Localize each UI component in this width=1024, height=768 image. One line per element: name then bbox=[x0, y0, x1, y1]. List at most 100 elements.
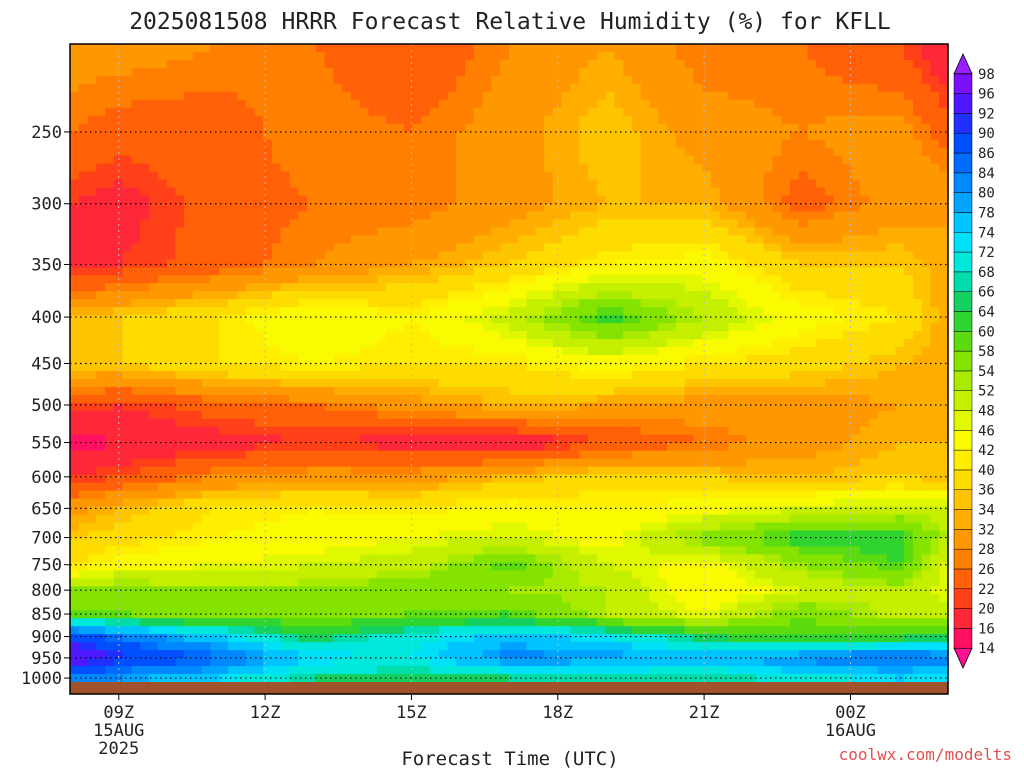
rh-cell bbox=[315, 283, 326, 292]
rh-cell bbox=[930, 123, 940, 133]
rh-cell bbox=[702, 251, 712, 260]
rh-cell bbox=[570, 107, 580, 117]
rh-cell bbox=[675, 131, 686, 141]
rh-cell bbox=[78, 99, 89, 109]
rh-cell bbox=[754, 402, 765, 412]
rh-cell bbox=[807, 370, 817, 380]
rh-cell bbox=[939, 386, 949, 396]
rh-cell bbox=[342, 115, 352, 125]
rh-cell bbox=[842, 99, 853, 109]
rh-cell bbox=[359, 179, 370, 189]
rh-cell bbox=[105, 99, 115, 109]
rh-cell bbox=[904, 378, 914, 388]
rh-cell bbox=[833, 235, 844, 244]
rh-cell bbox=[254, 147, 264, 157]
rh-cell bbox=[509, 203, 519, 213]
rh-cell bbox=[912, 171, 923, 181]
rh-cell bbox=[157, 355, 168, 364]
rh-cell bbox=[904, 323, 914, 332]
rh-cell bbox=[588, 378, 598, 388]
rh-cell bbox=[359, 203, 370, 213]
rh-cell bbox=[315, 107, 326, 117]
rh-cell bbox=[438, 227, 449, 236]
rh-cell bbox=[649, 355, 659, 364]
rh-cell bbox=[377, 267, 387, 276]
rh-cell bbox=[175, 59, 185, 69]
rh-cell bbox=[201, 44, 212, 53]
rh-cell bbox=[192, 187, 203, 197]
rh-cell bbox=[517, 91, 528, 101]
rh-cell bbox=[737, 363, 747, 372]
rh-cell bbox=[552, 115, 563, 125]
rh-cell bbox=[263, 195, 273, 205]
rh-cell bbox=[271, 123, 282, 133]
rh-cell bbox=[649, 67, 659, 77]
rh-cell bbox=[798, 139, 809, 149]
rh-cell bbox=[359, 347, 370, 356]
rh-cell bbox=[140, 410, 150, 420]
rh-cell bbox=[149, 299, 159, 308]
rh-cell bbox=[438, 75, 449, 85]
rh-cell bbox=[140, 115, 150, 125]
rh-cell bbox=[754, 75, 765, 85]
rh-cell bbox=[868, 203, 879, 213]
rh-cell bbox=[149, 219, 159, 229]
rh-cell bbox=[157, 123, 168, 133]
rh-cell bbox=[798, 211, 809, 221]
rh-cell bbox=[280, 147, 291, 157]
rh-cell bbox=[693, 83, 703, 93]
rh-cell bbox=[702, 323, 712, 332]
rh-cell bbox=[307, 410, 317, 420]
rh-cell bbox=[816, 99, 826, 109]
rh-cell bbox=[324, 291, 334, 300]
rh-cell bbox=[122, 99, 133, 109]
rh-cell bbox=[438, 370, 449, 380]
rh-cell bbox=[667, 283, 677, 292]
rh-cell bbox=[675, 386, 686, 396]
rh-cell bbox=[877, 267, 888, 276]
rh-cell bbox=[912, 418, 923, 428]
rh-cell bbox=[491, 307, 501, 316]
rh-cell bbox=[140, 51, 150, 61]
rh-cell bbox=[105, 203, 115, 213]
rh-cell bbox=[289, 363, 299, 372]
rh-cell bbox=[658, 227, 668, 236]
rh-cell bbox=[412, 275, 422, 284]
rh-cell bbox=[149, 139, 159, 149]
rh-cell bbox=[526, 115, 536, 125]
rh-cell bbox=[324, 51, 334, 61]
rh-cell bbox=[719, 115, 730, 125]
rh-cell bbox=[754, 418, 765, 428]
rh-cell bbox=[570, 370, 580, 380]
rh-cell bbox=[631, 394, 642, 404]
rh-cell bbox=[877, 51, 888, 61]
rh-cell bbox=[113, 67, 124, 77]
rh-cell bbox=[271, 243, 282, 252]
rh-cell bbox=[131, 243, 141, 252]
rh-cell bbox=[851, 203, 861, 213]
rh-cell bbox=[614, 434, 624, 444]
rh-cell bbox=[175, 203, 185, 213]
rh-cell bbox=[254, 347, 264, 356]
rh-cell bbox=[939, 155, 949, 165]
rh-cell bbox=[807, 187, 817, 197]
rh-cell bbox=[482, 139, 493, 149]
rh-cell bbox=[113, 331, 124, 340]
rh-cell bbox=[675, 59, 686, 69]
rh-cell bbox=[87, 331, 97, 340]
rh-cell bbox=[737, 99, 747, 109]
rh-cell bbox=[280, 299, 291, 308]
rh-cell bbox=[140, 259, 150, 268]
rh-cell bbox=[342, 187, 352, 197]
rh-cell bbox=[825, 323, 835, 332]
rh-cell bbox=[421, 402, 431, 412]
rh-cell bbox=[201, 394, 212, 404]
rh-cell bbox=[640, 187, 651, 197]
rh-cell bbox=[438, 219, 449, 229]
rh-cell bbox=[271, 219, 282, 229]
rh-cell bbox=[833, 75, 844, 85]
rh-cell bbox=[763, 75, 773, 85]
rh-cell bbox=[403, 355, 414, 364]
rh-cell bbox=[473, 386, 484, 396]
rh-cell bbox=[781, 243, 791, 252]
